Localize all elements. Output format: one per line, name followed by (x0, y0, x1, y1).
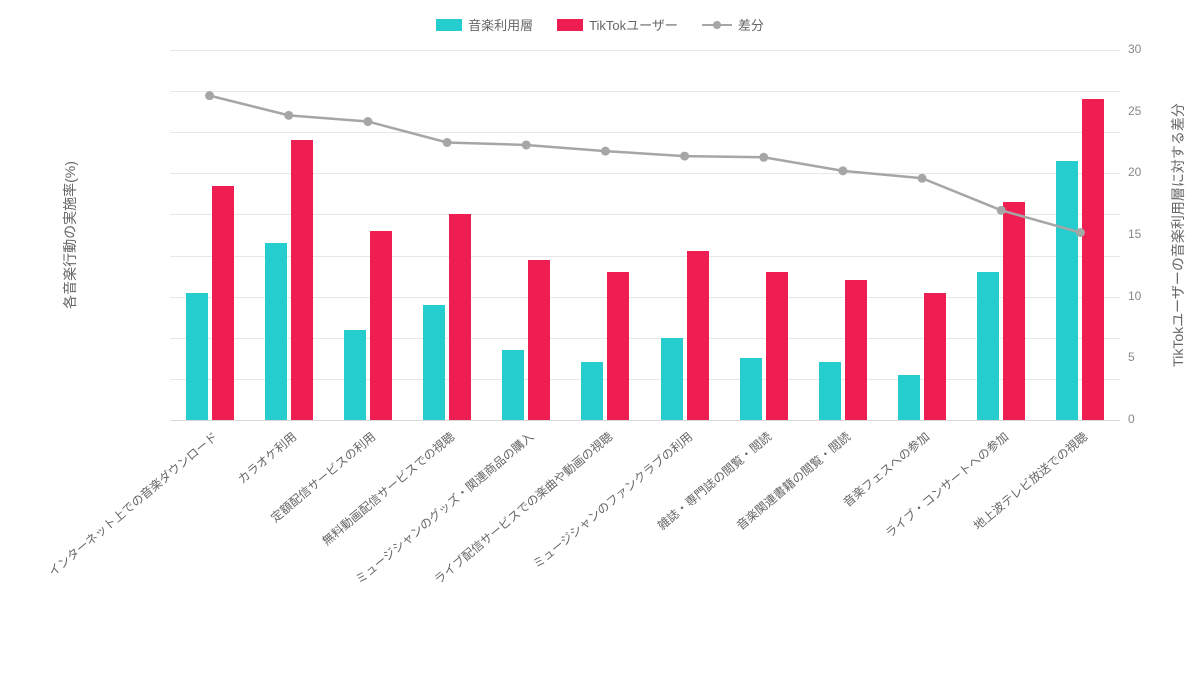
y-axis-left-title: 各音楽行動の実施率(%) (60, 161, 80, 309)
bar (845, 280, 867, 420)
category-group (883, 50, 962, 420)
category-group (170, 50, 249, 420)
bar (1003, 202, 1025, 420)
bar (212, 186, 234, 420)
bar (924, 293, 946, 420)
legend-label: 差分 (738, 15, 764, 34)
category-group (724, 50, 803, 420)
bar (291, 140, 313, 420)
legend-item: TikTokユーザー (557, 15, 678, 34)
category-group (962, 50, 1041, 420)
bar (607, 272, 629, 420)
gridline (170, 420, 1120, 421)
y-tick-right: 30 (1128, 42, 1141, 56)
legend-label: 音楽利用層 (468, 15, 533, 34)
category-group (328, 50, 407, 420)
legend-swatch (436, 19, 462, 31)
category-group (566, 50, 645, 420)
y-tick-right: 25 (1128, 104, 1141, 118)
bar (977, 272, 999, 420)
bar (423, 305, 445, 420)
legend-marker (713, 21, 721, 29)
bar (1082, 99, 1104, 420)
chart-container: 音楽利用層 TikTokユーザー 差分 各音楽行動の実施率(%) TikTokユーザ… (0, 0, 1200, 674)
category-group (249, 50, 328, 420)
y-tick-right: 15 (1128, 227, 1141, 241)
bar (819, 362, 841, 420)
plot-area: 0102030405060708090 051015202530 (170, 50, 1120, 420)
legend-label: TikTokユーザー (589, 15, 678, 34)
legend-swatch (557, 19, 583, 31)
legend-item: 音楽利用層 (436, 15, 533, 34)
bar (528, 260, 550, 420)
bar (265, 243, 287, 420)
legend: 音楽利用層 TikTokユーザー 差分 (0, 15, 1200, 34)
category-group (803, 50, 882, 420)
legend-line (702, 24, 732, 26)
legend-item: 差分 (702, 15, 764, 34)
bars-group (170, 50, 1120, 420)
bar (581, 362, 603, 420)
category-group (408, 50, 487, 420)
category-group (487, 50, 566, 420)
bar (186, 293, 208, 420)
y-axis-right-title: TikTokユーザーの音楽利用層に対する差分 (1168, 103, 1188, 367)
bar (687, 251, 709, 420)
bar (344, 330, 366, 420)
bar (766, 272, 788, 420)
category-group (645, 50, 724, 420)
bar (661, 338, 683, 420)
y-tick-right: 10 (1128, 289, 1141, 303)
bar (898, 375, 920, 420)
bar (1056, 161, 1078, 420)
bar (740, 358, 762, 420)
category-group (1041, 50, 1120, 420)
bar (370, 231, 392, 420)
bar (502, 350, 524, 420)
y-tick-right: 5 (1128, 350, 1135, 364)
bar (449, 214, 471, 420)
y-tick-right: 0 (1128, 412, 1135, 426)
y-tick-right: 20 (1128, 165, 1141, 179)
